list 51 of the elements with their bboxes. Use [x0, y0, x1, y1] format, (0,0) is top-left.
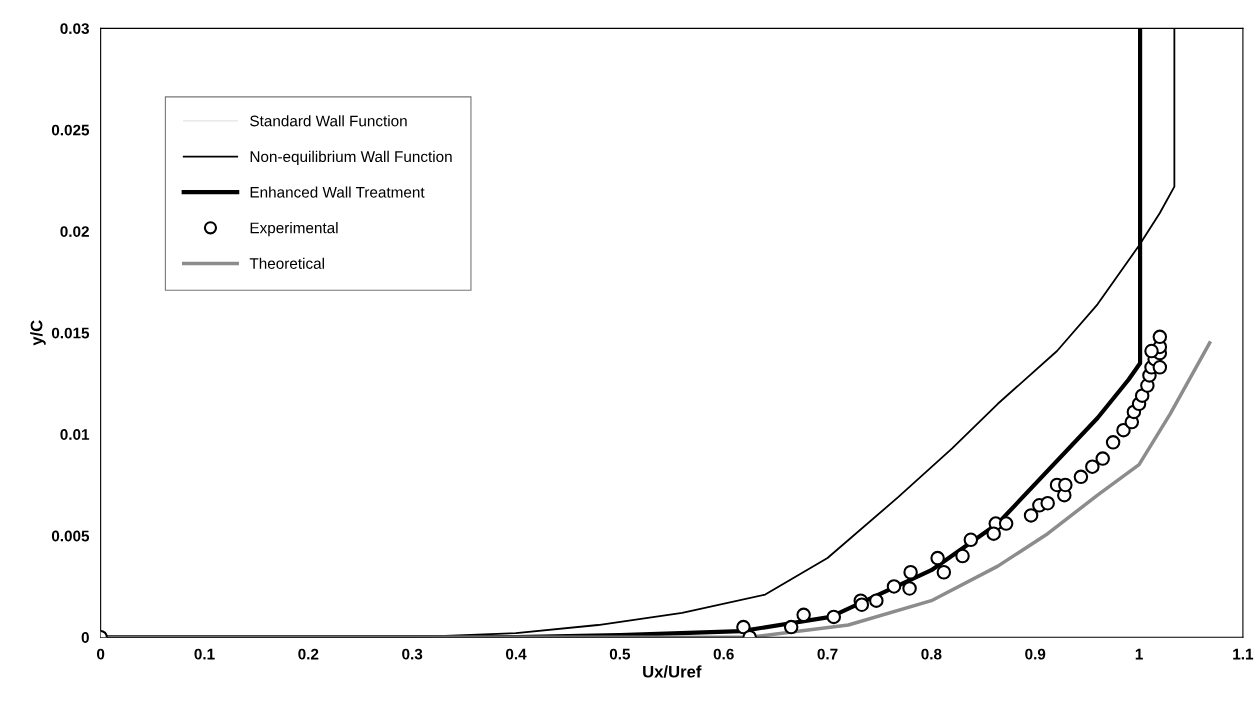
point: [869, 593, 884, 608]
point: [1058, 477, 1073, 493]
point: [1105, 435, 1121, 450]
point: [1144, 343, 1159, 359]
x-tick-label: 0.2: [298, 648, 319, 660]
point: [1040, 495, 1055, 511]
point: [986, 526, 1001, 541]
y-tick-label: 0.01: [60, 429, 90, 440]
legend-label: Standard Wall Function: [250, 115, 407, 127]
x-tick-label: 0.8: [921, 648, 942, 660]
y-tick-label: 0.03: [60, 23, 89, 35]
point: [886, 579, 902, 594]
y-tick-label: 0: [81, 632, 89, 643]
point: [930, 550, 945, 566]
x-tick-label: 0.6: [713, 648, 734, 660]
x-tick-label: 0.7: [817, 648, 838, 660]
y-tick-label: 0.015: [51, 327, 90, 339]
point: [1073, 469, 1089, 485]
legend-label: Enhanced Wall Treatment: [250, 186, 425, 198]
x-tick-label: 0.5: [609, 648, 631, 660]
x-tick-label: 0.1: [194, 648, 215, 660]
y-tick-label: 0.02: [60, 226, 89, 237]
point: [1152, 329, 1168, 345]
point: [1095, 451, 1110, 466]
point: [826, 609, 842, 625]
point: [854, 597, 870, 612]
point: [998, 516, 1014, 531]
point: [736, 619, 751, 635]
point: [783, 619, 799, 635]
point: [955, 548, 970, 564]
x-tick-label: 0.9: [1025, 648, 1046, 660]
y-tick-label: 0.025: [51, 124, 90, 136]
legend-label: Non-equilibrium Wall Function: [250, 150, 452, 166]
point: [1116, 422, 1131, 438]
point: [1085, 459, 1100, 474]
point: [963, 532, 979, 548]
x-tick-label: 1.1: [1233, 648, 1254, 660]
point: [1023, 508, 1039, 523]
x-tick-label: 0.4: [505, 648, 527, 660]
x-tick-label: 0: [97, 648, 105, 660]
point: [936, 565, 952, 580]
legend-label: Experimental: [250, 222, 338, 237]
legend-label: Theoretical: [249, 257, 324, 269]
point: [902, 581, 917, 596]
x-tick-label: 1: [1135, 648, 1143, 660]
y-axis-title: y/C: [30, 320, 46, 346]
x-axis-title: Ux/Uref: [643, 665, 702, 678]
x-tick-label: 0.3: [402, 648, 423, 660]
point: [903, 565, 918, 580]
y-tick-label: 0.005: [51, 530, 90, 542]
point: [1152, 360, 1168, 375]
